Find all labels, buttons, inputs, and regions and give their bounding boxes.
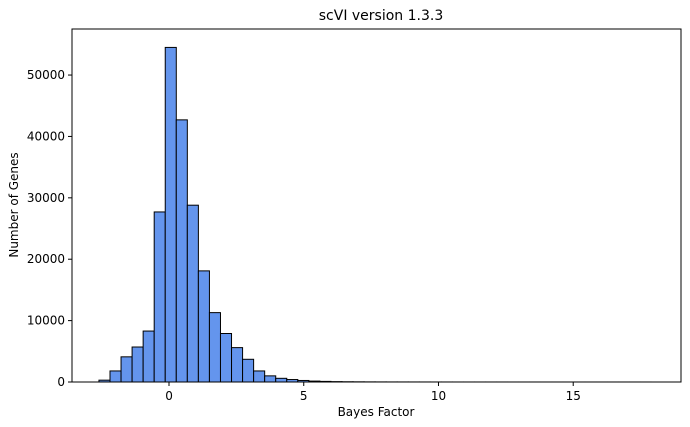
y-tick-label: 30000 — [27, 191, 65, 205]
histogram-bar — [153, 211, 166, 383]
histogram-bar — [120, 356, 133, 383]
chart-title: scVI version 1.3.3 — [319, 8, 444, 24]
histogram-bar — [109, 370, 122, 383]
histogram-bar — [175, 119, 188, 383]
y-tick-label: 40000 — [27, 129, 65, 143]
plot-frame — [71, 28, 682, 383]
y-tick-label: 0 — [57, 375, 65, 389]
x-tick-label: 5 — [300, 389, 308, 403]
histogram-bar — [219, 333, 233, 383]
y-tick-label: 10000 — [27, 314, 65, 328]
y-tick-label: 20000 — [27, 252, 65, 266]
histogram-bar — [208, 312, 221, 383]
y-axis-label: Number of Genes — [7, 152, 21, 257]
histogram-bar — [197, 270, 210, 383]
histogram-bar — [142, 330, 155, 383]
x-axis-label: Bayes Factor — [338, 405, 415, 419]
histogram-bar — [253, 370, 266, 383]
bars-group — [98, 46, 652, 383]
histogram-bar — [242, 358, 255, 383]
y-axis-ticks: 0 10000 20000 30000 40000 50000 — [27, 68, 72, 389]
x-tick-label: 15 — [566, 389, 581, 403]
y-tick-label: 50000 — [27, 68, 65, 82]
x-tick-label: 10 — [431, 389, 446, 403]
histogram-bar — [264, 375, 277, 383]
x-axis-ticks: 0 5 10 15 — [165, 382, 581, 403]
x-tick-label: 0 — [165, 389, 173, 403]
histogram-bar — [131, 346, 144, 383]
histogram-bar — [186, 204, 199, 383]
histogram-bar — [275, 377, 288, 383]
histogram-bar — [164, 46, 177, 383]
histogram-bar — [231, 347, 244, 383]
